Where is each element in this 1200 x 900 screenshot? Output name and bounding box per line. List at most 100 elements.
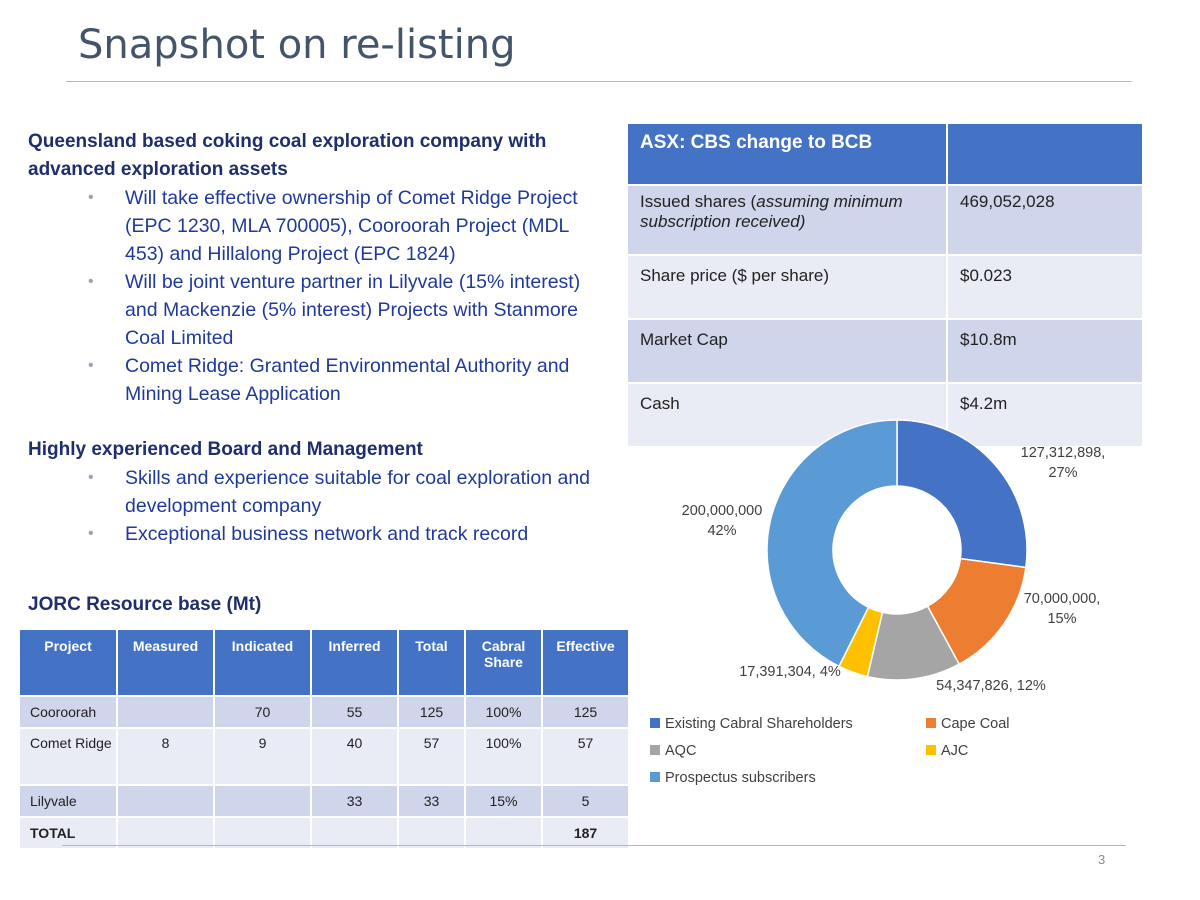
bullet-text: Exceptional business network and track r… [125, 523, 529, 545]
jorc-table: Project Measured Indicated Inferred Tota… [18, 628, 630, 850]
table-cell: 100% [464, 727, 543, 786]
table-cell [213, 784, 312, 818]
table-row: Cooroorah 70 55 125 100% 125 [18, 695, 630, 729]
legend-swatch [926, 718, 936, 728]
table-cell: 40 [310, 727, 399, 786]
board-bullets: • Skills and experience suitable for coal… [28, 464, 608, 548]
table-cell: TOTAL [18, 816, 118, 850]
table-row-total: TOTAL 187 [18, 816, 630, 850]
legend-label: Existing Cabral Shareholders [665, 716, 853, 732]
table-cell: Cash [626, 382, 948, 448]
table-cell [116, 784, 215, 818]
table-cell: 125 [397, 695, 466, 729]
asx-table: ASX: CBS change to BCB Issued shares (as… [626, 122, 1144, 448]
page-title: Snapshot on re-listing [78, 22, 516, 68]
company-bullets: • Will take effective ownership of Comet … [28, 184, 608, 408]
bullet-dot-icon: • [88, 469, 94, 486]
title-divider [66, 81, 1132, 82]
bullet-text: Comet Ridge: Granted Environmental Autho… [125, 355, 570, 405]
table-cell: Lilyvale [18, 784, 118, 818]
bullet-item: • Will take effective ownership of Comet … [88, 184, 608, 268]
summary-text: Queensland based coking coal exploration… [28, 128, 608, 548]
table-cell [464, 816, 543, 850]
column-header: Indicated [213, 628, 312, 697]
bullet-dot-icon: • [88, 273, 94, 290]
data-label-1: 70,000,000, 15% [1024, 591, 1101, 627]
bullet-text: Will be joint venture partner in Lilyval… [125, 271, 581, 349]
table-cell: $0.023 [946, 254, 1144, 320]
data-label-2: 54,347,826, 12% [936, 678, 1046, 694]
table-cell [397, 816, 466, 850]
table-cell: Market Cap [626, 318, 948, 384]
data-label-4: 200,000,000 42% [682, 503, 763, 539]
table-cell: $10.8m [946, 318, 1144, 384]
asx-header-row: ASX: CBS change to BCB [626, 122, 1144, 186]
legend-item: AQC [650, 743, 696, 759]
legend-item: Prospectus subscribers [650, 770, 816, 786]
column-header: ASX: CBS change to BCB [626, 122, 948, 186]
data-label-3: 17,391,304, 4% [739, 664, 841, 680]
table-cell: 70 [213, 695, 312, 729]
table-cell: Comet Ridge [18, 727, 118, 786]
table-cell [116, 695, 215, 729]
table-cell: 469,052,028 [946, 184, 1144, 256]
legend-label: Cape Coal [941, 716, 1010, 732]
donut-slice-0 [896, 419, 1028, 569]
legend-label: Prospectus subscribers [665, 770, 816, 786]
column-header: Effective [541, 628, 630, 697]
column-header: Project [18, 628, 118, 697]
legend-swatch [926, 745, 936, 755]
jorc-header-row: Project Measured Indicated Inferred Tota… [18, 628, 630, 697]
legend-item: AJC [926, 743, 968, 759]
jorc-title: JORC Resource base (Mt) [28, 594, 262, 615]
bullet-item: • Skills and experience suitable for coal… [88, 464, 608, 520]
table-cell: 33 [310, 784, 399, 818]
legend-item: Existing Cabral Shareholders [650, 716, 853, 732]
bullet-dot-icon: • [88, 525, 94, 542]
column-header [946, 122, 1144, 186]
table-cell: 125 [541, 695, 630, 729]
table-row: Cash $4.2m [626, 382, 1144, 448]
table-cell: 55 [310, 695, 399, 729]
table-row: Share price ($ per share) $0.023 [626, 254, 1144, 320]
table-cell: Cooroorah [18, 695, 118, 729]
table-row: Comet Ridge 8 9 40 57 100% 57 [18, 727, 630, 786]
legend-swatch [650, 772, 660, 782]
legend-swatch [650, 718, 660, 728]
table-row: Issued shares (assuming minimum subscrip… [626, 184, 1144, 256]
page-number: 3 [1098, 852, 1106, 867]
legend-item: Cape Coal [926, 716, 1010, 732]
table-cell: 187 [541, 816, 630, 850]
table-cell [213, 816, 312, 850]
legend-swatch [650, 745, 660, 755]
table-cell: 9 [213, 727, 312, 786]
table-cell: 57 [541, 727, 630, 786]
bullet-text: Will take effective ownership of Comet R… [125, 187, 578, 265]
table-cell: Share price ($ per share) [626, 254, 948, 320]
bullet-dot-icon: • [88, 189, 94, 206]
table-row: Lilyvale 33 33 15% 5 [18, 784, 630, 818]
footer-divider [62, 845, 1126, 846]
table-row: Market Cap $10.8m [626, 318, 1144, 384]
data-label-0: 127,312,898, 27% [1021, 445, 1106, 481]
column-header: Cabral Share [464, 628, 543, 697]
table-cell: 57 [397, 727, 466, 786]
row-label: Issued shares ( [640, 192, 757, 211]
bullet-item: • Will be joint venture partner in Lilyva… [88, 268, 608, 352]
column-header: Measured [116, 628, 215, 697]
column-header: Total [397, 628, 466, 697]
row-label-italic: assuming minimum subscription received) [640, 192, 903, 231]
column-header: Inferred [310, 628, 399, 697]
table-cell: 33 [397, 784, 466, 818]
section-heading-board: Highly experienced Board and Management [28, 439, 423, 460]
bullet-item: • Exceptional business network and track … [88, 520, 608, 548]
bullet-dot-icon: • [88, 357, 94, 374]
table-cell: Issued shares (assuming minimum subscrip… [626, 184, 948, 256]
table-cell [116, 816, 215, 850]
table-cell: $4.2m [946, 382, 1144, 448]
table-cell [310, 816, 399, 850]
bullet-item: • Comet Ridge: Granted Environmental Auth… [88, 352, 608, 408]
table-cell: 100% [464, 695, 543, 729]
table-cell: 15% [464, 784, 543, 818]
table-cell: 8 [116, 727, 215, 786]
